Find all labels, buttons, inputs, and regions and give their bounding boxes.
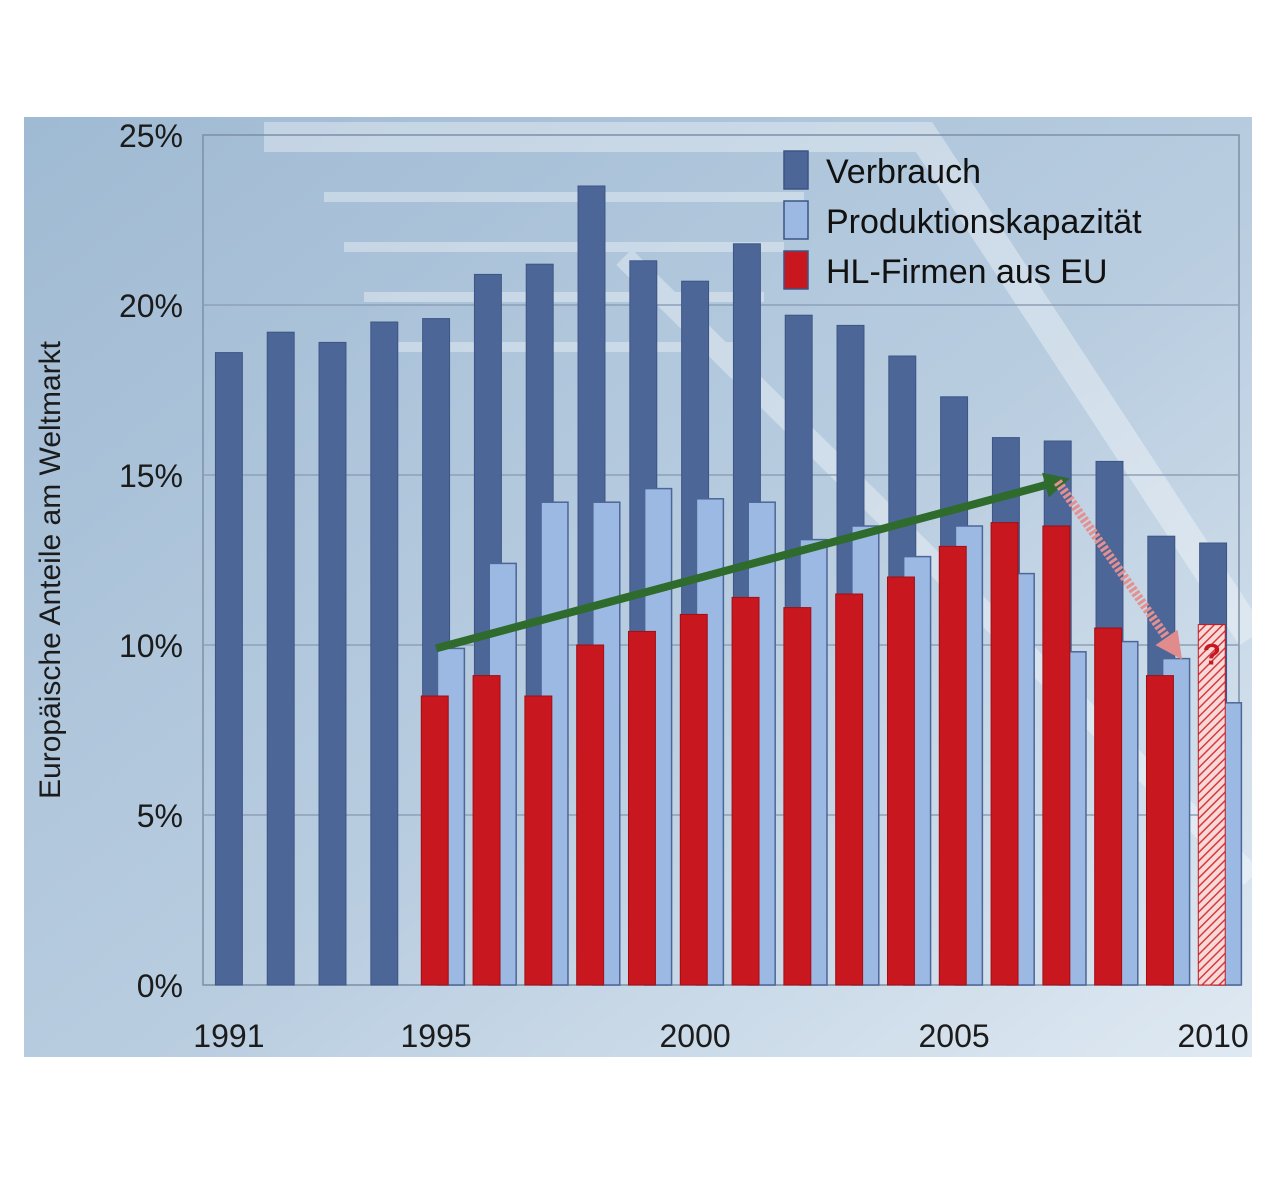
question-mark: ? <box>1203 639 1221 672</box>
x-tick-label: 2000 <box>660 1018 731 1054</box>
legend-swatch <box>783 200 809 240</box>
x-axis-ticks: 1991 1995 2000 2005 2010 <box>193 1018 1248 1054</box>
y-tick-label: 20% <box>119 288 183 324</box>
legend-swatch <box>783 250 809 290</box>
bar-hl-firmen <box>835 593 864 986</box>
legend-swatch <box>783 150 809 190</box>
legend-label: HL-Firmen aus EU <box>826 253 1108 291</box>
legend: Verbrauch Produktionskapazität HL-Firmen a… <box>783 150 1142 291</box>
bar-hl-firmen <box>420 695 449 986</box>
y-tick-label: 5% <box>137 798 183 834</box>
bar-hl-firmen <box>886 576 915 986</box>
chart-panel: 0% 5% 10% 15% 20% 25% 1991 1995 2000 2005 2010 ? … <box>24 117 1252 1057</box>
y-tick-label: 15% <box>119 458 183 494</box>
x-tick-label: 2010 <box>1178 1018 1249 1054</box>
bar-verbrauch <box>370 321 399 986</box>
y-axis-title: Europäische Anteile am Weltmarkt <box>34 340 67 799</box>
bar-hl-firmen <box>783 607 812 986</box>
bar-hl-firmen <box>576 644 605 986</box>
x-tick-label: 2005 <box>919 1018 990 1054</box>
bar-verbrauch <box>318 341 347 986</box>
x-tick-label: 1991 <box>193 1018 264 1054</box>
bar-hl-firmen <box>524 695 553 986</box>
y-axis-ticks: 0% 5% 10% 15% 20% 25% <box>119 118 183 1004</box>
y-tick-label: 10% <box>119 628 183 664</box>
bar-hl-firmen <box>990 522 1019 986</box>
trend-arrow <box>435 472 1071 653</box>
bar-verbrauch <box>214 352 243 986</box>
annotations <box>435 472 1182 660</box>
bar-hl-firmen <box>1094 627 1123 986</box>
legend-label: Produktionskapazität <box>826 203 1142 241</box>
legend-label: Verbrauch <box>826 153 981 191</box>
forecast-arrow <box>1054 479 1182 660</box>
bar-hl-firmen <box>627 630 656 986</box>
y-tick-label: 25% <box>119 118 183 154</box>
bar-hl-firmen-uncertain <box>1197 624 1226 986</box>
bar-chart: 0%5%10%15%20%25% 1991 1995 2000 2005 2010 ? … <box>24 117 1252 1057</box>
bar-hl-firmen <box>1145 675 1174 986</box>
bar-hl-firmen <box>1042 525 1071 986</box>
y-tick-label: 0% <box>137 968 183 1004</box>
x-tick-label: 1995 <box>401 1018 472 1054</box>
bar-hl-firmen <box>938 545 967 986</box>
bar-hl-firmen <box>731 596 760 986</box>
bar-verbrauch <box>266 331 295 986</box>
bar-hl-firmen <box>679 613 708 986</box>
bar-hl-firmen <box>472 675 501 986</box>
bars: ? <box>214 185 1243 986</box>
